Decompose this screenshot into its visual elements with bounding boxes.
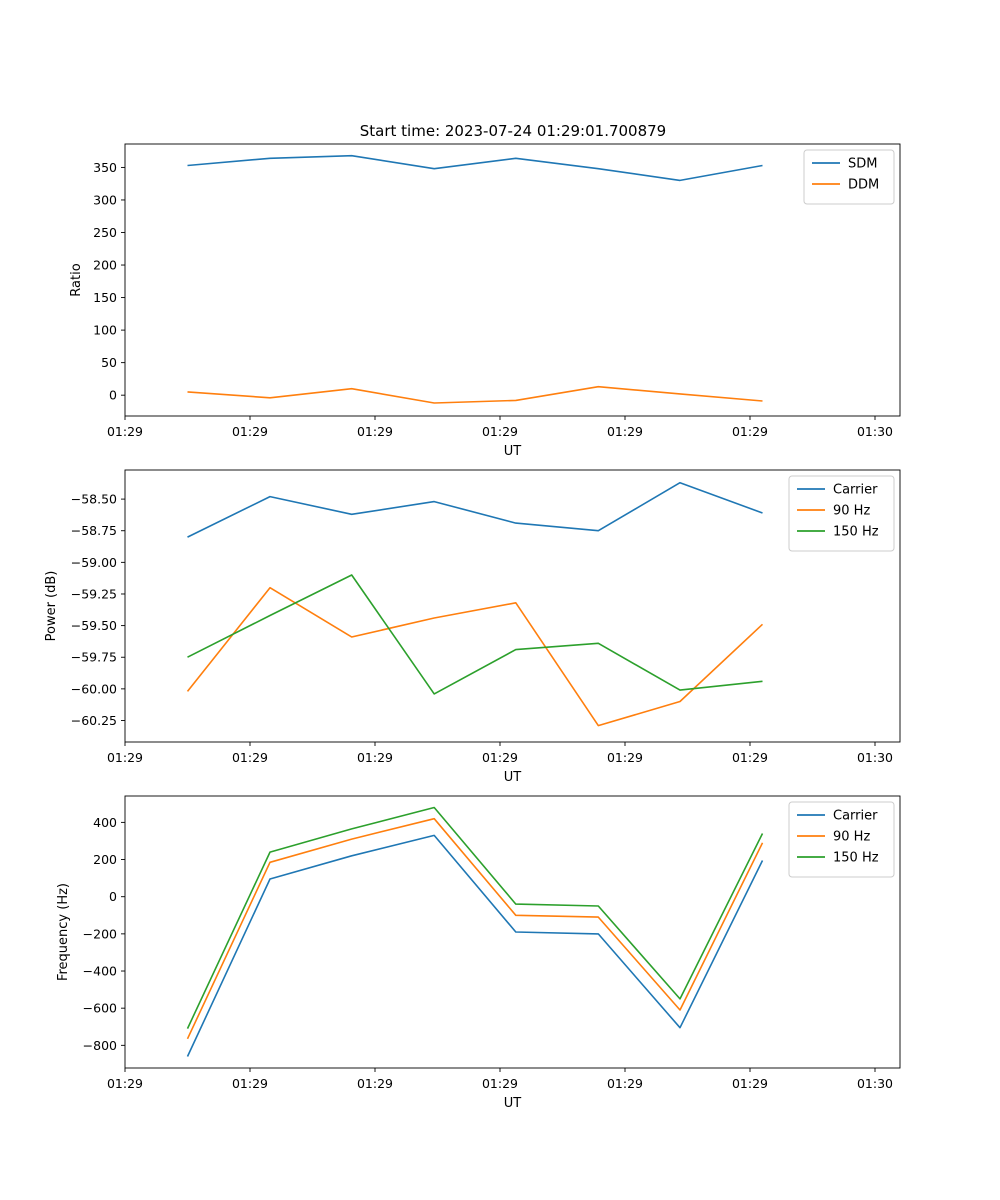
series-line-90-hz [186, 817, 764, 1040]
legend-label: Carrier [833, 483, 878, 498]
series-line-sdm [187, 154, 763, 182]
series-line-90-hz [186, 586, 764, 727]
y-tick-label: −59.75 [71, 650, 117, 665]
x-tick-label: 01:29 [107, 1076, 143, 1091]
y-tick-label: −58.75 [71, 523, 117, 538]
legend: Carrier 90 Hz 150 Hz [788, 801, 895, 878]
x-tick-label: 01:29 [232, 424, 268, 439]
x-tick-label: 01:29 [482, 1076, 518, 1091]
y-tick-label: −400 [83, 964, 117, 979]
axes-frame [124, 469, 901, 743]
x-tick-label: 01:30 [857, 750, 893, 765]
x-tick-label: 01:29 [357, 424, 393, 439]
plot-1: 01:29 01:29 01:29 01:29 01:29 01:29 01:30 0 50 10… [69, 143, 901, 459]
y-tick-label: −59.50 [71, 618, 117, 633]
x-tick-label: 01:29 [482, 750, 518, 765]
legend-box [788, 475, 895, 552]
x-tick-label: 01:30 [857, 1076, 893, 1091]
x-tick-label: 01:29 [482, 424, 518, 439]
series-line-150-hz [186, 806, 764, 1029]
x-tick-label: 01:29 [232, 750, 268, 765]
x-axis-label: UT [504, 770, 522, 785]
x-tick-label: 01:29 [357, 1076, 393, 1091]
axes-frame [124, 795, 901, 1069]
x-tick-label: 01:29 [607, 1076, 643, 1091]
y-tick-label: 300 [93, 192, 117, 207]
y-axis-label: Frequency (Hz) [56, 883, 71, 981]
y-tick-label: 0 [109, 388, 117, 403]
legend-label: DDM [848, 178, 879, 193]
y-tick-label: 350 [93, 160, 117, 175]
x-tick-label: 01:29 [357, 750, 393, 765]
legend-label: Carrier [833, 809, 878, 824]
axes-frame [124, 143, 901, 417]
y-tick-label: 250 [93, 225, 117, 240]
y-tick-label: −59.00 [71, 555, 117, 570]
y-tick-label: −60.25 [71, 713, 117, 728]
y-tick-label: 150 [93, 290, 117, 305]
legend-label: 90 Hz [833, 504, 870, 519]
series-line-carrier [186, 834, 764, 1057]
y-tick-label: −600 [83, 1001, 117, 1016]
series-line-carrier [187, 481, 763, 538]
y-tick-label: 200 [93, 852, 117, 867]
y-tick-label: −59.25 [71, 586, 117, 601]
plot-3: 01:29 01:29 01:29 01:29 01:29 01:29 01:30 400 20… [56, 795, 901, 1111]
y-tick-label: −58.50 [71, 492, 117, 507]
y-tick-label: −60.00 [71, 681, 117, 696]
x-tick-label: 01:29 [732, 1076, 768, 1091]
y-axis-label: Ratio [69, 263, 84, 296]
y-tick-label: 100 [93, 323, 117, 338]
legend-label: 150 Hz [833, 851, 879, 866]
x-tick-label: 01:30 [857, 424, 893, 439]
y-axis-label: Power (dB) [44, 571, 59, 642]
y-tick-label: −800 [83, 1038, 117, 1053]
legend-label: 90 Hz [833, 830, 870, 845]
x-tick-label: 01:29 [107, 424, 143, 439]
legend-label: 150 Hz [833, 525, 879, 540]
x-tick-label: 01:29 [107, 750, 143, 765]
x-tick-label: 01:29 [607, 750, 643, 765]
y-tick-label: 0 [109, 889, 117, 904]
x-tick-label: 01:29 [732, 424, 768, 439]
series-line-ddm [187, 385, 763, 404]
y-tick-label: 400 [93, 815, 117, 830]
y-tick-label: −200 [83, 926, 117, 941]
legend-box [788, 801, 895, 878]
series-line-150-hz [187, 574, 763, 695]
y-tick-label: 50 [101, 355, 117, 370]
x-tick-label: 01:29 [732, 750, 768, 765]
figure-title: Start time: 2023-07-24 01:29:01.700879 [360, 122, 666, 140]
plot-2: 01:29 01:29 01:29 01:29 01:29 01:29 01:30 −58.5… [44, 469, 901, 785]
x-axis-label: UT [504, 444, 522, 459]
y-tick-label: 200 [93, 258, 117, 273]
legend: SDM DDM [803, 149, 895, 205]
x-tick-label: 01:29 [607, 424, 643, 439]
x-axis-label: UT [504, 1096, 522, 1111]
legend: Carrier 90 Hz 150 Hz [788, 475, 895, 552]
legend-label: SDM [848, 157, 877, 172]
x-tick-label: 01:29 [232, 1076, 268, 1091]
